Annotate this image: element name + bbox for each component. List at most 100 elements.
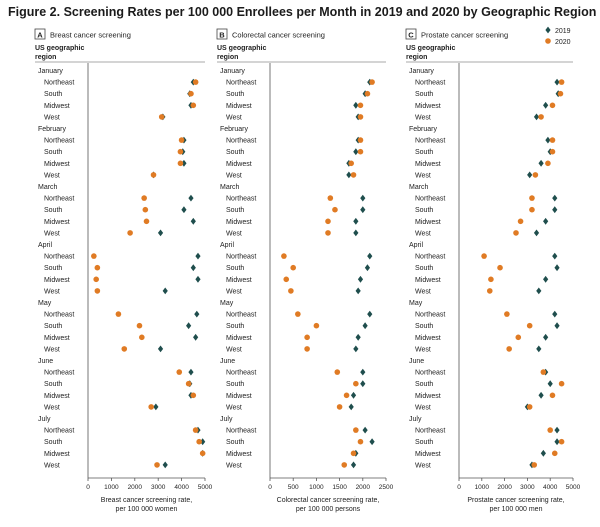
point-2020 [488, 276, 494, 283]
point-2020 [357, 102, 364, 109]
x-tick-label: 2500 [379, 484, 394, 491]
point-2020 [529, 195, 535, 201]
point-2020 [283, 276, 290, 283]
region-label: Northeast [415, 254, 445, 261]
point-2020 [336, 404, 343, 410]
point-2019 [543, 101, 549, 109]
point-2020 [196, 438, 202, 445]
region-label: Midwest [44, 219, 70, 226]
legend-marker-2019 [545, 26, 551, 34]
point-2019 [367, 310, 373, 318]
region-label: Northeast [226, 370, 256, 377]
region-label: Northeast [44, 80, 74, 87]
month-label: June [409, 358, 424, 365]
point-2019 [540, 449, 546, 457]
x-tick-label: 2000 [497, 484, 512, 491]
region-label: South [415, 265, 433, 272]
point-2019 [190, 264, 196, 272]
panel-letter-box [405, 28, 417, 40]
region-label: Northeast [415, 312, 445, 319]
point-2019 [360, 206, 366, 214]
region-label: South [226, 323, 244, 330]
point-2019 [360, 194, 366, 202]
point-2020 [154, 462, 160, 468]
x-axis-label-line1: Prostate cancer screening rate, [467, 497, 564, 504]
region-label: West [44, 288, 60, 295]
region-label: Northeast [415, 196, 445, 203]
point-2020 [526, 404, 533, 410]
point-2020 [486, 288, 493, 294]
point-2020 [93, 276, 99, 283]
point-2019 [188, 368, 194, 376]
point-2020 [353, 427, 359, 433]
point-2019 [360, 380, 366, 388]
panel-a: A Breast cancer screening US geographic reg… [34, 28, 213, 513]
point-2020 [517, 218, 524, 225]
point-2020 [91, 253, 97, 259]
month-label: March [220, 184, 240, 191]
point-2020 [121, 346, 128, 352]
month-label: July [220, 416, 233, 423]
month-label: February [38, 126, 67, 133]
month-label: March [38, 184, 58, 191]
region-label: South [44, 439, 62, 446]
month-label: April [38, 242, 52, 249]
region-label: Midwest [415, 277, 441, 284]
point-2019 [533, 229, 540, 237]
region-label: Northeast [226, 428, 256, 435]
point-2020 [158, 114, 165, 120]
figure-title: Figure 2. Screening Rates per 100 000 En… [8, 5, 597, 19]
region-label: Midwest [44, 161, 70, 168]
point-2019 [536, 345, 542, 353]
region-label: South [226, 149, 244, 156]
point-2020 [350, 172, 357, 178]
point-2019 [547, 380, 553, 388]
region-label: West [226, 114, 242, 121]
region-label: South [226, 265, 244, 272]
region-label: Midwest [226, 103, 252, 110]
point-2020 [332, 206, 338, 213]
point-2020 [304, 334, 310, 341]
point-2019 [353, 101, 359, 109]
point-2020 [325, 218, 331, 225]
region-label: Northeast [226, 196, 256, 203]
point-2019 [350, 391, 357, 399]
point-2019 [533, 113, 540, 121]
point-2019 [538, 391, 544, 399]
x-tick-label: 0 [457, 484, 461, 491]
point-2020 [357, 438, 364, 445]
point-2020 [94, 264, 101, 271]
point-2020 [199, 450, 206, 457]
panel-letter-box [34, 28, 46, 40]
point-2020 [190, 102, 197, 109]
point-2019 [157, 229, 164, 237]
region-label: Midwest [44, 277, 70, 284]
point-2019 [350, 461, 357, 469]
region-label: Northeast [415, 370, 445, 377]
x-tick-label: 3000 [151, 484, 166, 491]
point-2019 [353, 217, 359, 225]
point-2020 [136, 322, 143, 329]
region-label: South [44, 91, 62, 98]
point-2020 [504, 311, 510, 317]
point-2020 [325, 230, 331, 236]
point-2020 [357, 148, 364, 155]
region-label: West [226, 462, 242, 469]
region-label: South [44, 207, 62, 214]
point-2020 [558, 380, 565, 387]
month-label: February [220, 126, 249, 133]
month-label: May [220, 300, 234, 307]
region-label: South [415, 381, 433, 388]
region-label: South [226, 439, 244, 446]
point-2019 [360, 368, 366, 376]
row-header-line2: region [217, 54, 238, 61]
point-2020 [177, 160, 184, 167]
region-label: West [415, 404, 431, 411]
x-axis-label-line1: Breast cancer screening rate, [101, 497, 192, 504]
point-2020 [529, 206, 535, 213]
region-label: South [226, 381, 244, 388]
point-2020 [364, 90, 371, 97]
point-2020 [531, 462, 538, 468]
month-label: January [409, 68, 434, 75]
point-2020 [334, 369, 341, 375]
